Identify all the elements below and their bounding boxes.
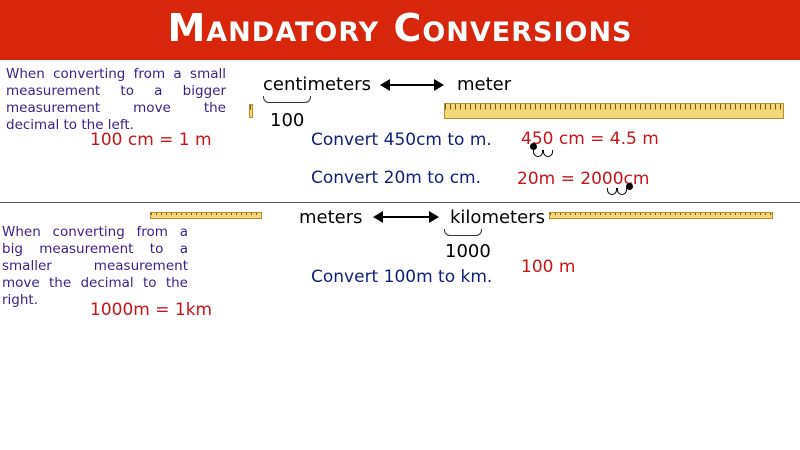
title-bar: [0, 0, 800, 60]
answer-zeros: 00: [601, 169, 624, 189]
from-unit-centimeters: centimeters: [263, 74, 371, 95]
answer-100m: 100 m: [521, 257, 576, 277]
bottom-note: When converting from a big measurement t…: [2, 224, 188, 308]
to-unit-kilometers: kilometers: [450, 207, 545, 228]
hop-arrow-icon: [533, 150, 543, 157]
hop-arrow-icon: [607, 188, 617, 195]
problem-20m: Convert 20m to cm.: [311, 168, 481, 188]
decimal-dot-icon: [626, 183, 633, 190]
answer-20m: 20m = 2000cm: [517, 169, 649, 189]
factor-1000: 1000: [445, 241, 491, 262]
answer-digits: 20: [580, 169, 602, 189]
small-ruler: [249, 104, 253, 118]
small-ruler: [150, 212, 262, 219]
answer-450cm: 450 cm = 4.5 m: [521, 129, 659, 149]
hop-arrow-icon: [543, 150, 553, 157]
slide-title: Mandatory Conversions: [167, 6, 633, 50]
problem-100m: Convert 100m to km.: [311, 267, 493, 287]
double-arrow-icon: [373, 211, 439, 223]
section-divider: [0, 202, 800, 203]
top-rule: 100 cm = 1 m: [90, 130, 212, 150]
to-unit-meter: meter: [457, 74, 512, 95]
from-unit-meters: meters: [299, 207, 363, 228]
double-arrow-icon: [380, 79, 444, 91]
kilometer-ruler: [549, 212, 773, 219]
problem-450cm: Convert 450cm to m.: [311, 130, 492, 150]
factor-100: 100: [270, 110, 305, 131]
hop-arrow-icon: [617, 188, 627, 195]
answer-left: 20m =: [517, 169, 581, 189]
bottom-rule: 1000m = 1km: [90, 300, 213, 320]
decimal-dot-icon: [530, 143, 537, 150]
brace-icon: [263, 96, 311, 103]
top-note: When converting from a small measurement…: [6, 66, 226, 133]
brace-icon: [444, 229, 482, 236]
meter-ruler: [444, 103, 784, 119]
